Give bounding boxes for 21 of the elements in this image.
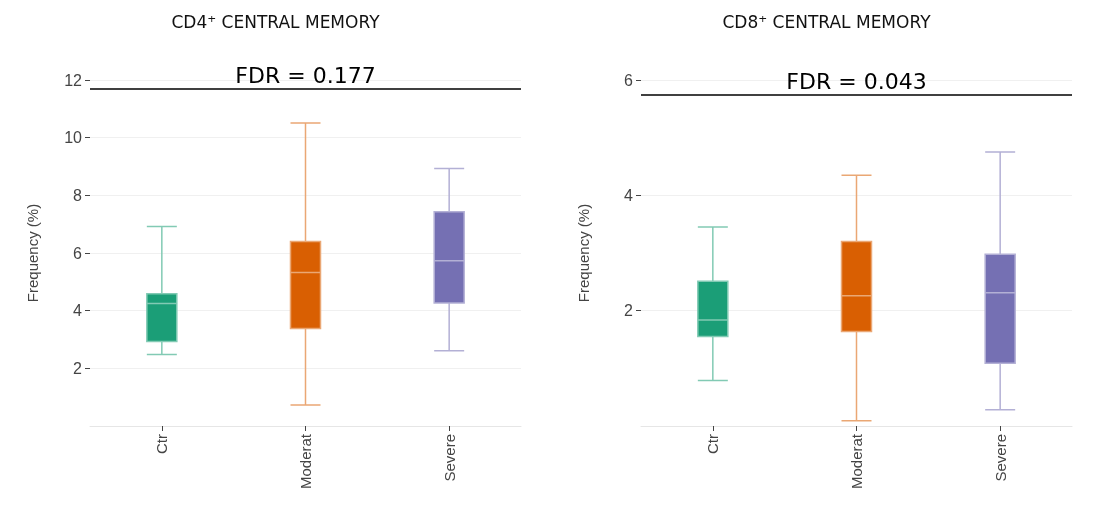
y-axis-title: Frequency (%) bbox=[575, 203, 592, 303]
annotation: FDR = 0.043 bbox=[786, 68, 927, 94]
x-tick-label: Moderat bbox=[297, 433, 314, 490]
annotation: FDR = 0.177 bbox=[235, 63, 376, 89]
x-tick-label: Severe bbox=[991, 434, 1009, 482]
y-tick-label: 10 bbox=[64, 129, 83, 147]
x-tick-label: Moderat bbox=[848, 433, 865, 490]
y-tick-label: 6 bbox=[624, 71, 634, 89]
y-tick-label: 4 bbox=[73, 302, 83, 320]
chart-title: CD8⁺ CENTRAL MEMORY bbox=[722, 11, 932, 32]
y-tick-label: 8 bbox=[73, 186, 83, 204]
y-tick-label: 2 bbox=[73, 359, 83, 377]
x-tick-label: Ctr bbox=[153, 434, 171, 454]
y-axis-title: Frequency (%) bbox=[24, 203, 41, 303]
chart-title: CD4⁺ CENTRAL MEMORY bbox=[171, 11, 381, 32]
y-tick-label: 4 bbox=[624, 186, 634, 204]
y-tick-label: 6 bbox=[73, 244, 83, 262]
x-tick-label: Severe bbox=[440, 434, 458, 482]
y-tick-label: 12 bbox=[64, 71, 83, 89]
x-tick-label: Ctr bbox=[704, 434, 722, 454]
y-tick-label: 2 bbox=[624, 302, 634, 320]
